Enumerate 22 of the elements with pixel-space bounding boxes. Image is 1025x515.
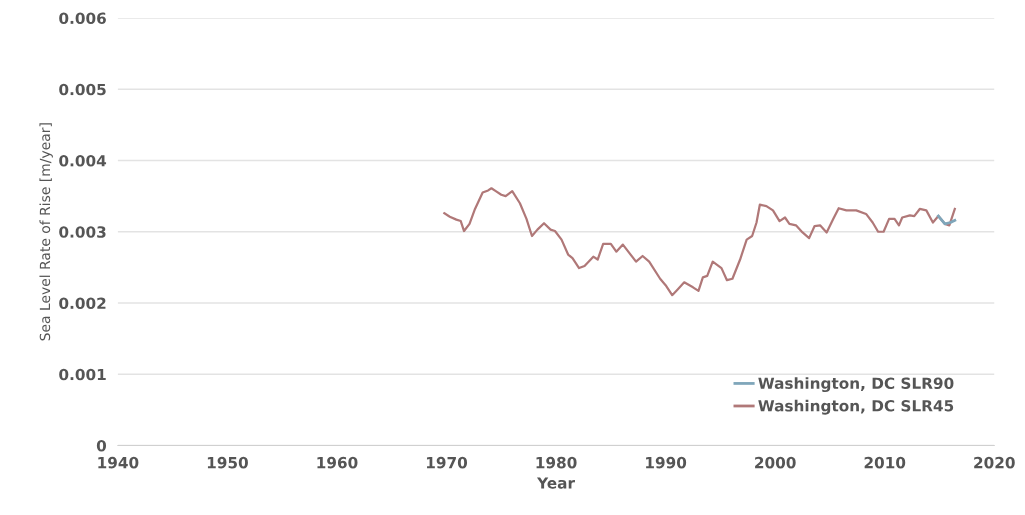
x-tick-label: 1960 — [317, 456, 358, 469]
y-axis-title: Sea Level Rate of Rise [m/year] — [39, 123, 53, 341]
x-tick-label: 2020 — [974, 456, 1015, 469]
y-tick-label: 0.002 — [59, 297, 106, 310]
y-tick-label: 0.003 — [59, 226, 106, 238]
line-series — [936, 214, 957, 226]
y-tick-label: 0.001 — [59, 368, 106, 381]
x-tick-label: 2010 — [864, 456, 906, 469]
x-axis-title: Year — [536, 477, 575, 489]
legend-label: Washington, DC SLR90 — [758, 377, 954, 393]
x-tick-label: 1940 — [98, 456, 139, 469]
y-tick-label: 0.006 — [59, 12, 106, 25]
x-tick-label: 2000 — [755, 456, 796, 469]
legend-label: Washington, DC SLR45 — [758, 399, 954, 415]
y-tick-label: 0.005 — [59, 83, 106, 96]
line-series — [443, 187, 956, 297]
y-tick-label: 0.004 — [59, 154, 107, 167]
y-tick-label: 0 — [96, 439, 107, 452]
x-tick-label: 1950 — [207, 456, 248, 469]
x-tick-label: 1980 — [536, 456, 577, 469]
x-tick-label: 1970 — [426, 456, 468, 469]
x-tick-label: 1990 — [646, 456, 687, 469]
